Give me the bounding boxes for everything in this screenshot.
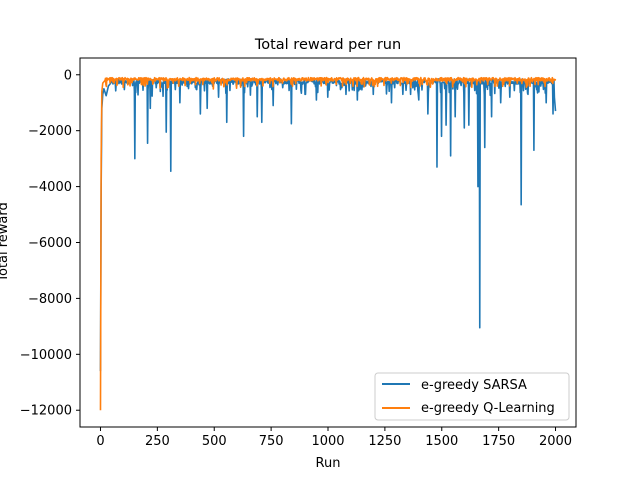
y-tick-label: −4000 (28, 180, 72, 195)
y-axis-label: Total reward (0, 202, 11, 283)
legend: e-greedy SARSA e-greedy Q-Learning (374, 372, 570, 421)
x-tick-label: 1750 (482, 434, 515, 449)
x-axis: 0 250 500 750 1000 1250 1500 1750 2000 (96, 427, 572, 449)
legend-label-sarsa: e-greedy SARSA (421, 378, 527, 393)
chart-title: Total reward per run (254, 37, 401, 53)
plot-frame (79, 57, 577, 428)
series-line-qlearning (99, 76, 557, 411)
legend-box (374, 372, 570, 421)
x-axis-label: Run (316, 456, 341, 471)
x-tick-label: 1000 (311, 434, 344, 449)
x-tick-label: 2000 (539, 434, 572, 449)
y-axis: 0 −2000 −4000 −6000 −8000 −10000 −12000 (20, 68, 80, 419)
series-layer (99, 76, 557, 411)
y-tick-label: −8000 (28, 292, 72, 307)
x-tick-label: 0 (96, 434, 104, 449)
x-tick-label: 1500 (425, 434, 458, 449)
x-tick-label: 1250 (368, 434, 401, 449)
x-tick-label: 500 (202, 434, 227, 449)
y-tick-label: −10000 (20, 348, 72, 363)
y-tick-label: 0 (64, 68, 72, 83)
legend-label-qlearning: e-greedy Q-Learning (421, 401, 555, 416)
y-tick-label: −2000 (28, 124, 72, 139)
y-tick-label: −6000 (28, 236, 72, 251)
x-tick-label: 750 (259, 434, 284, 449)
y-tick-label: −12000 (20, 404, 72, 419)
series-line-sarsa (99, 78, 557, 372)
x-tick-label: 250 (145, 434, 170, 449)
